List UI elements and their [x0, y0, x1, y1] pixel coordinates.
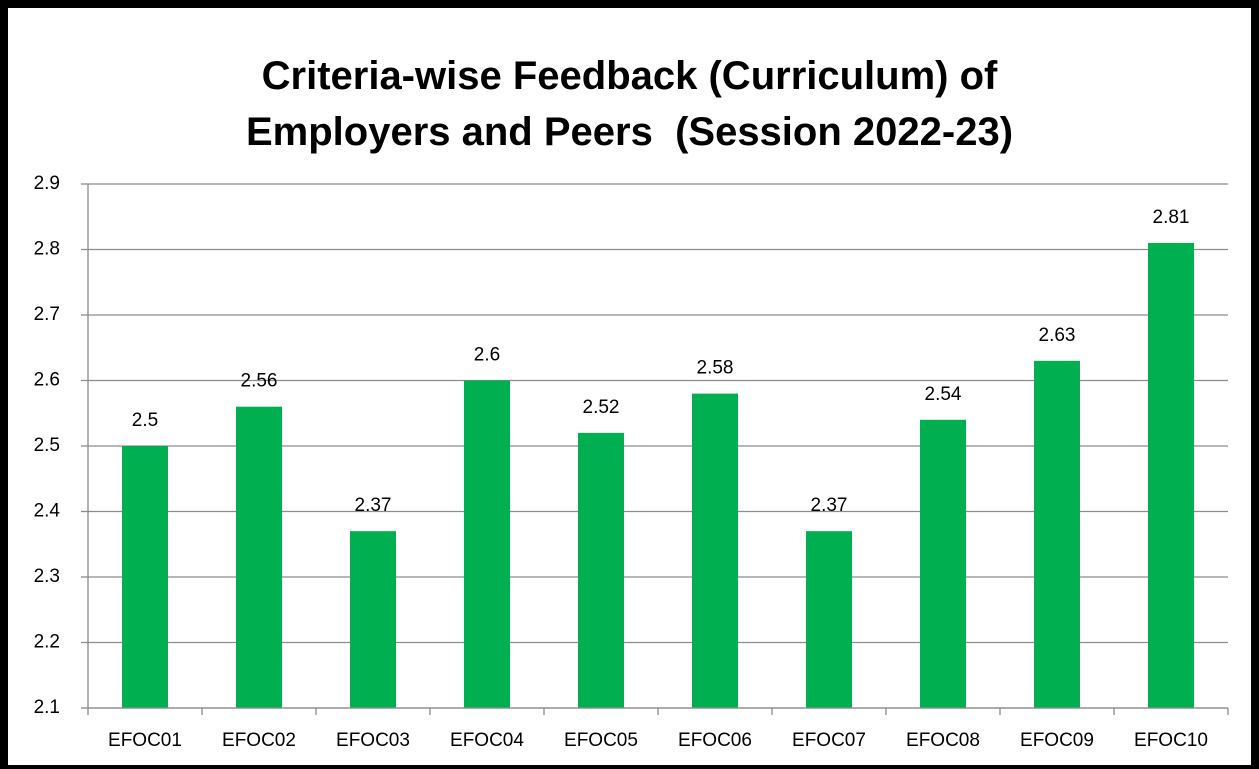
x-tick-label: EFOC07: [792, 730, 866, 751]
x-tick-label: EFOC06: [678, 730, 752, 751]
bar: [1034, 360, 1080, 708]
y-tick-label: 2.6: [34, 370, 60, 391]
bar: [578, 432, 624, 708]
bar: [464, 380, 510, 708]
x-tick-label: EFOC08: [906, 730, 980, 751]
bar: [920, 419, 966, 708]
x-tick-label: EFOC04: [450, 730, 524, 751]
data-label: 2.5: [132, 410, 158, 431]
data-label: 2.56: [241, 371, 278, 392]
data-label: 2.37: [355, 495, 392, 516]
y-tick-label: 2.8: [34, 239, 60, 260]
data-label: 2.6: [474, 345, 500, 366]
y-tick-label: 2.5: [34, 435, 60, 456]
data-label: 2.37: [811, 495, 848, 516]
chart-title: Criteria-wise Feedback (Curriculum) of E…: [245, 54, 1014, 154]
x-tick-label: EFOC01: [108, 730, 182, 751]
y-tick-label: 2.2: [34, 632, 60, 653]
y-tick-label: 2.7: [34, 304, 60, 325]
bar: [806, 531, 852, 708]
x-tick-label: EFOC02: [222, 730, 296, 751]
data-label: 2.81: [1153, 207, 1190, 228]
bar: [350, 531, 396, 708]
data-label: 2.52: [583, 397, 620, 418]
x-tick-label: EFOC09: [1020, 730, 1094, 751]
y-tick-label: 2.3: [34, 566, 60, 587]
bar: [692, 393, 738, 708]
bar: [236, 406, 282, 708]
x-tick-label: EFOC10: [1134, 730, 1208, 751]
bar: [122, 446, 168, 708]
y-tick-label: 2.4: [34, 501, 61, 522]
x-tick-label: EFOC05: [564, 730, 638, 751]
data-label: 2.58: [697, 358, 734, 379]
data-label: 2.63: [1039, 325, 1076, 346]
data-label: 2.54: [925, 384, 962, 405]
x-tick-label: EFOC03: [336, 730, 410, 751]
y-tick-label: 2.1: [34, 697, 60, 718]
y-tick-label: 2.9: [34, 173, 60, 194]
bar: [1148, 242, 1194, 708]
